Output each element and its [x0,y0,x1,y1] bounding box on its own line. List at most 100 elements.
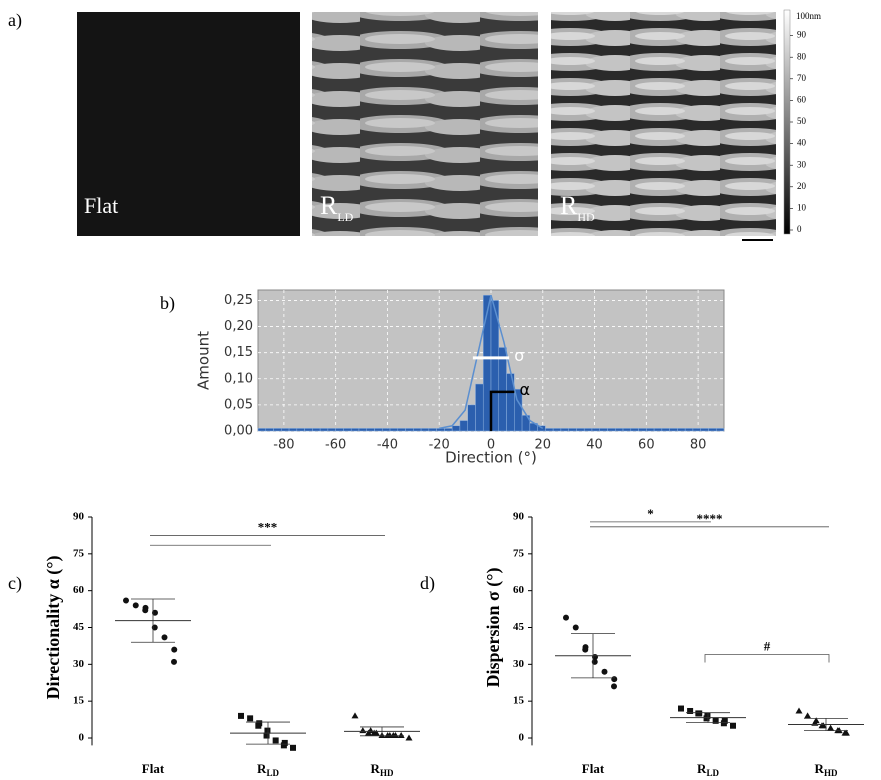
y-tick-label: 60 [513,584,525,596]
y-tick-label: 75 [513,547,525,559]
y-axis-label: Dispersion σ (°) [483,568,504,688]
y-axis-label: Amount [195,331,213,390]
x-tick-label: 40 [586,438,603,453]
histogram-bar [460,421,468,431]
histogram-bar [685,428,693,431]
x-tick-label: 80 [690,438,707,453]
histogram-bar [654,428,662,431]
histogram-bar [305,428,313,431]
significance-label: # [764,638,771,653]
data-point [827,725,834,731]
colorbar-tick-label: 20 [797,181,807,191]
histogram-bar [289,428,297,431]
x-tick-label: RLD [257,761,279,778]
data-point [133,602,139,608]
significance-label: *** [258,519,278,534]
colorbar [784,10,790,234]
histogram-bar [631,428,639,431]
data-point [563,615,569,621]
histogram-bar [677,428,685,431]
data-point [123,597,129,603]
histogram-bar [312,428,320,431]
data-point [281,742,287,748]
y-tick-label: 15 [513,695,525,707]
histogram-bar [382,428,390,431]
colorbar-tick-label: 90 [797,30,807,40]
histogram-bar [670,428,678,431]
y-tick-label: 0 [519,732,525,744]
y-tick-label: 0,05 [224,397,253,412]
histogram-bar [615,428,623,431]
histogram-bar [569,428,577,431]
annotation: α [519,380,530,399]
category-text: Flat [142,761,165,776]
colorbar-tick-label: 60 [797,94,807,104]
data-point [695,710,701,716]
data-point [359,727,366,733]
histogram-bar [716,428,724,431]
histogram-bar [274,428,282,431]
data-point [573,625,579,631]
significance-label: * [647,506,654,521]
histogram-bar [375,428,383,431]
histogram-bar [421,428,429,431]
figure: a) Flat RLD RHD 100nm 010203040506070809… [0,0,881,780]
histogram-bar [584,428,592,431]
histogram-bar [266,428,274,431]
colorbar-tick-label: 80 [797,51,807,61]
data-point [398,732,405,738]
x-tick-label: -60 [325,438,346,453]
category-text: Flat [582,761,605,776]
data-point [730,723,736,729]
histogram-bar [475,384,483,431]
data-point [704,715,710,721]
x-tick-label: -80 [273,438,294,453]
histogram-bar [413,428,421,431]
histogram-bar [561,428,569,431]
colorbar-tick-label: 70 [797,73,807,83]
afm-image [551,12,776,236]
histogram-bar [708,428,716,431]
data-point [678,706,684,712]
panel-label: d) [420,573,435,594]
afm-image [312,12,538,236]
histogram-bar [576,428,584,431]
y-tick-label: 90 [73,511,85,523]
panel-label: b) [160,293,175,314]
histogram-bar [592,428,600,431]
histogram-bar [499,347,507,431]
x-tick-label: RLD [697,761,719,778]
data-point [582,647,588,653]
histogram-bar [608,428,616,431]
y-tick-label: 45 [73,621,85,633]
y-tick-label: 15 [73,695,85,707]
annotation: σ [514,346,524,365]
y-tick-label: 60 [73,584,85,596]
histogram-bar [429,428,437,431]
data-point [611,683,617,689]
x-axis-label: Direction (°) [445,449,537,467]
data-point [721,720,727,726]
histogram-bar [351,428,359,431]
y-axis-label: Directionality α (°) [43,556,64,700]
data-point [352,712,359,718]
histogram-bar [468,405,476,431]
y-tick-label: 90 [513,511,525,523]
y-tick-label: 30 [513,658,525,670]
data-point [406,735,413,741]
y-tick-label: 0,15 [224,345,253,360]
histogram-bar [701,428,709,431]
x-tick-label: RHD [371,761,394,778]
histogram-bar [639,428,647,431]
histogram-bar [336,428,344,431]
data-point [796,707,803,713]
colorbar-label: 100nm [796,11,821,21]
colorbar-tick-label: 50 [797,116,807,126]
data-point [611,676,617,682]
y-tick-label: 0,10 [224,371,253,386]
x-tick-label: RHD [815,761,838,778]
category-sub: LD [266,768,279,778]
significance-bracket [705,655,829,663]
x-tick-label: Flat [582,761,605,776]
histogram-bar [258,428,266,431]
